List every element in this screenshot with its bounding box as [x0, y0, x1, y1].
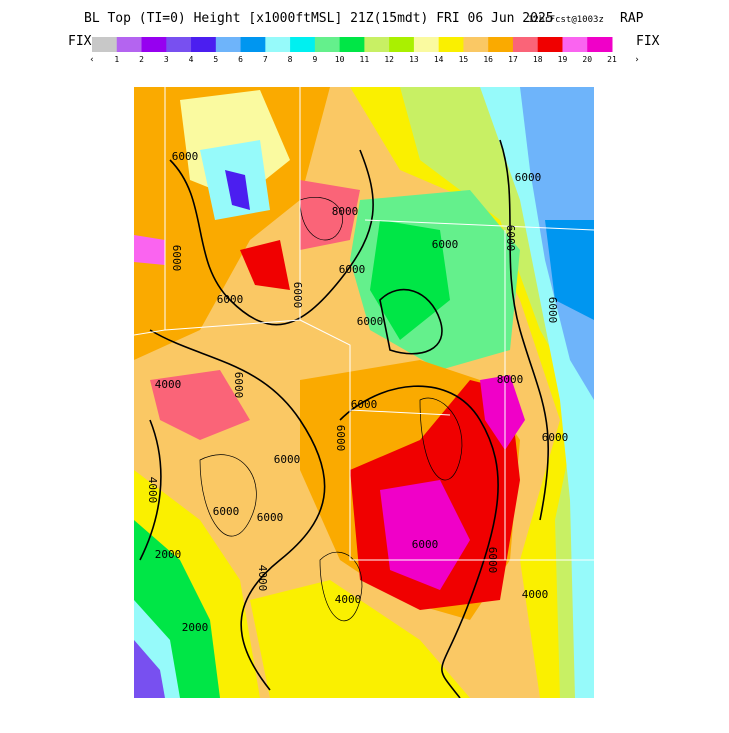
field: [250, 580, 470, 698]
contour-label: 6000: [334, 425, 347, 452]
field: [240, 240, 290, 290]
field: [480, 375, 525, 450]
colorbar-swatch: [215, 37, 242, 52]
colorbar-tick-label: 5: [213, 55, 218, 64]
colorbar-swatch: [141, 37, 167, 52]
contour-label: 6000: [217, 293, 244, 306]
colorbar-swatch: [265, 37, 291, 52]
colorbar-tick-label: 16: [483, 55, 493, 64]
forecast-label: 12hrFcst@1003z: [528, 15, 604, 25]
colorbar-swatch: [438, 37, 464, 52]
colorbar-tick-label: 11: [360, 55, 370, 64]
model-label: RAP: [620, 11, 644, 26]
contour-label: 4000: [155, 378, 182, 391]
contours: [139, 139, 550, 698]
contour-label: 4000: [146, 477, 159, 504]
colorbar-tick-label: 18: [533, 55, 543, 64]
title: BL Top (TI=0) Height [x1000ftMSL] 21Z(15…: [84, 11, 554, 26]
contour-label: 6000: [412, 538, 439, 551]
colorbar-swatch: [116, 37, 143, 52]
field: [150, 370, 250, 440]
field: [134, 235, 165, 265]
colorbar-swatch: [240, 37, 266, 52]
contour-label: 6000: [351, 398, 378, 411]
colorbar-tick-label: 7: [263, 55, 268, 64]
colorbar-tick-label: 19: [558, 55, 568, 64]
colorbar-swatch: [512, 37, 539, 52]
colorbar-tick-label: 6: [238, 55, 243, 64]
colorbar-tick-label: 17: [508, 55, 518, 64]
colorbar-swatch: [191, 37, 217, 52]
colorbar-swatch: [339, 37, 365, 52]
colorbar-left-label: FIX: [68, 34, 92, 49]
colorbar-swatch: [364, 37, 390, 52]
colorbar-tick-label: 12: [384, 55, 394, 64]
colorbar-swatch: [166, 37, 192, 52]
colorbar-swatch: [413, 37, 440, 52]
contour-label: 6000: [257, 511, 284, 524]
field: [134, 640, 165, 698]
contour-label: 6000: [357, 315, 384, 328]
colorbar-tick-label: 8: [288, 55, 293, 64]
contour-label: 2000: [182, 621, 209, 634]
colorbar: 1 2 3 4 5 6 7 8 9 10 11 12 13 14 15 16 17 18 19 20 21: [92, 37, 617, 64]
colorbar-swatch: [587, 37, 613, 52]
field: [370, 220, 450, 340]
contour-label: 6000: [504, 225, 517, 252]
contour-label: 6000: [486, 547, 499, 574]
colorbar-right-label: FIX: [636, 34, 660, 49]
colorbar-tick-label: 13: [409, 55, 419, 64]
colorbar-swatch: [562, 37, 588, 52]
contour-label: 6000: [291, 282, 304, 309]
colorbar-tick-label: 4: [189, 55, 194, 64]
colorbar-swatch: [290, 37, 316, 52]
contour-label: 8000: [332, 205, 359, 218]
colorbar-swatch: [488, 37, 514, 52]
colorbar-tick-label: 14: [434, 55, 444, 64]
colorbar-less: ‹: [89, 55, 94, 65]
contour-label: 6000: [515, 171, 542, 184]
boundaries: [134, 87, 594, 561]
colorbar-swatch: [314, 37, 341, 52]
field: [225, 170, 250, 210]
contour-label: 6000: [274, 453, 301, 466]
colorbar-tick-label: 20: [582, 55, 592, 64]
field: [380, 480, 470, 590]
colorbar-tick-label: 9: [312, 55, 317, 64]
colorbar-swatch: [92, 37, 118, 52]
colorbar-swatch: [389, 37, 415, 52]
contour-label: 6000: [172, 150, 199, 163]
contour-label: 6000: [546, 297, 559, 324]
field: [545, 220, 594, 320]
colorbar-tick-label: 2: [139, 55, 144, 64]
contour-label: 4000: [522, 588, 549, 601]
contour-label: 4000: [256, 565, 269, 592]
colorbar-tick-label: 21: [607, 55, 617, 64]
colorbar-more: ›: [634, 55, 639, 65]
colorbar-swatch: [463, 37, 489, 52]
contour-label: 6000: [232, 372, 245, 399]
contour-label: 4000: [335, 593, 362, 606]
colorbar-tick-label: 15: [459, 55, 469, 64]
map: [134, 87, 594, 698]
colorbar-tick-label: 1: [114, 55, 119, 64]
colorbar-tick-label: 3: [164, 55, 169, 64]
colorbar-swatch: [537, 37, 563, 52]
contour-label: 6000: [213, 505, 240, 518]
contour-label: 8000: [497, 373, 524, 386]
contours-thin: [199, 197, 463, 622]
contour-label: 6000: [170, 245, 183, 272]
contour-label: 6000: [339, 263, 366, 276]
colorbar-tick-label: 10: [335, 55, 345, 64]
contour-label: 6000: [542, 431, 569, 444]
contour-label: 2000: [155, 548, 182, 561]
contour-label: 6000: [432, 238, 459, 251]
contour-labels: 6000 6000 8000 6000 6000 6000 4000 6000 6000 6000…: [146, 150, 568, 634]
